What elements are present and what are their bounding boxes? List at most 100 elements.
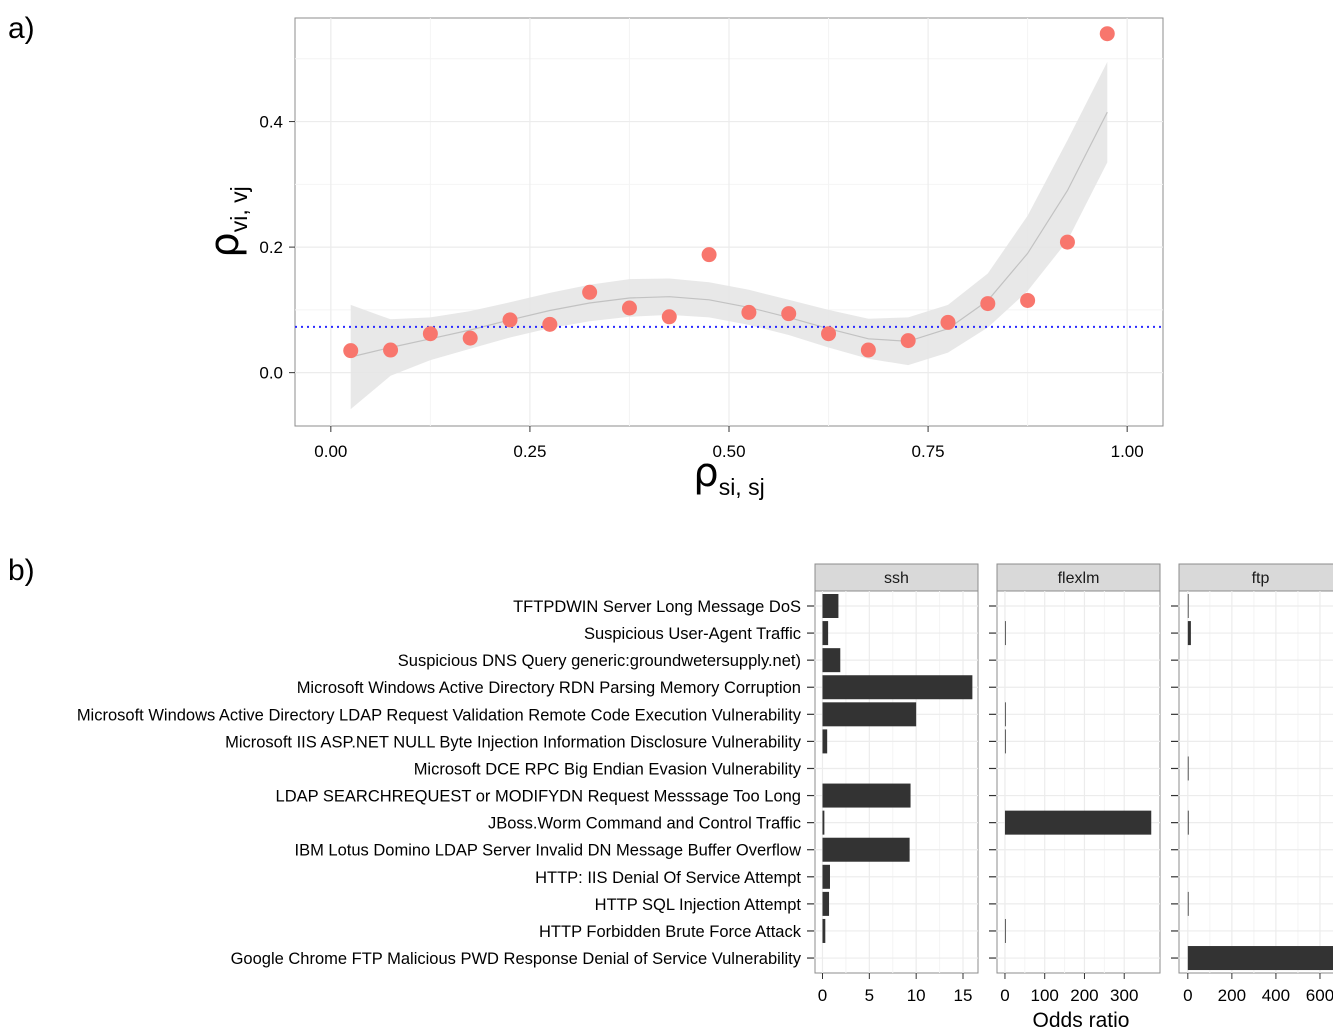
- bar: [1187, 946, 1333, 971]
- scatter-point: [621, 300, 637, 316]
- facet-panel: [996, 590, 1161, 974]
- x-tick-label: 200: [1070, 986, 1098, 1005]
- panel-a-label: a): [8, 12, 35, 45]
- scatter-point: [1059, 234, 1075, 250]
- category-label: JBoss.Worm Command and Control Traffic: [488, 815, 801, 833]
- y-axis-subscript: vi, vj: [226, 186, 252, 232]
- x-axis-subscript: si, sj: [719, 474, 765, 500]
- category-label: IBM Lotus Domino LDAP Server Invalid DN …: [294, 842, 801, 860]
- category-label: Suspicious DNS Query generic:groundweter…: [398, 652, 801, 670]
- bar: [822, 675, 973, 700]
- facet-flexlm: flexlm 0 100 200 300: [989, 563, 1161, 1005]
- category-label: Google Chrome FTP Malicious PWD Response…: [231, 950, 802, 968]
- bar: [1004, 918, 1006, 943]
- bar-category-labels: TFTPDWIN Server Long Message DoS Suspicio…: [77, 598, 814, 968]
- bar-chart: TFTPDWIN Server Long Message DoS Suspicio…: [77, 563, 1333, 1031]
- category-label: Microsoft IIS ASP.NET NULL Byte Injectio…: [225, 733, 802, 751]
- scatter-point: [860, 342, 876, 358]
- bar: [822, 594, 839, 618]
- panel-b-label: b): [8, 554, 35, 587]
- bar: [822, 891, 830, 916]
- x-tick-label: 300: [1110, 986, 1138, 1005]
- bar: [822, 648, 841, 673]
- facet-strip-label: ftp: [1252, 570, 1270, 587]
- x-tick-label: 0.25: [513, 442, 546, 461]
- scatter-x-ticks: 0.00 0.25 0.50 0.75 1.00: [314, 426, 1144, 461]
- scatter-point: [462, 330, 478, 346]
- x-tick-label: 0.00: [314, 442, 347, 461]
- scatter-point: [900, 333, 916, 349]
- facet-panel: [1178, 590, 1333, 974]
- scatter-point: [980, 296, 996, 312]
- x-tick-label: 100: [1031, 986, 1059, 1005]
- facet-strip: [814, 563, 979, 592]
- scatter-point: [741, 304, 757, 320]
- facet-strip-label: flexlm: [1058, 570, 1100, 587]
- x-tick-label: 10: [907, 986, 926, 1005]
- scatter-point: [701, 247, 717, 263]
- scatter-x-axis-title: ρsi, sj: [693, 450, 764, 500]
- bar: [822, 729, 828, 754]
- bar: [1004, 729, 1006, 754]
- y-tick-label: 0.0: [259, 364, 283, 383]
- category-label: HTTP SQL Injection Attempt: [595, 896, 802, 914]
- x-tick-label: 200: [1218, 986, 1246, 1005]
- scatter-point: [661, 309, 677, 325]
- category-label: HTTP: IIS Denial Of Service Attempt: [535, 869, 801, 887]
- x-tick-label: 0: [818, 986, 827, 1005]
- bar: [822, 918, 826, 943]
- x-tick-label: 0.75: [912, 442, 945, 461]
- scatter-point: [781, 306, 797, 322]
- y-tick-label: 0.2: [259, 238, 283, 257]
- scatter-point: [343, 343, 359, 359]
- scatter-point: [383, 342, 399, 358]
- x-tick-label: 15: [954, 986, 973, 1005]
- x-tick-label: 400: [1262, 986, 1290, 1005]
- facet-ssh: ssh 0 5 10 15: [814, 563, 979, 1005]
- scatter-y-axis-title: ρvi, vj: [202, 186, 252, 257]
- facet-strip-label: ssh: [884, 570, 909, 587]
- scatter-point: [1020, 292, 1036, 308]
- bar: [1004, 702, 1006, 727]
- bar: [1187, 810, 1189, 835]
- bar: [822, 837, 910, 862]
- scatter-point: [940, 314, 956, 330]
- scatter-point: [821, 326, 837, 342]
- bar: [1187, 594, 1189, 618]
- category-label: Suspicious User-Agent Traffic: [584, 625, 801, 643]
- scatter-point: [502, 312, 518, 328]
- scatter-y-ticks: 0.0 0.2 0.4: [259, 113, 295, 383]
- category-label: Microsoft Windows Active Directory LDAP …: [77, 706, 802, 724]
- x-tick-label: 0: [1000, 986, 1009, 1005]
- bar-facets: ssh 0 5 10 15 flexlm 0 100 200 300 ftp 0 200 400 600: [814, 563, 1333, 1005]
- category-label: Microsoft Windows Active Directory RDN P…: [297, 679, 801, 697]
- bar: [822, 783, 911, 808]
- x-axis-symbol: ρ: [693, 450, 718, 496]
- x-tick-label: 1.00: [1111, 442, 1144, 461]
- category-label: LDAP SEARCHREQUEST or MODIFYDN Request M…: [276, 788, 801, 806]
- bar: [1004, 621, 1006, 646]
- smooth-confidence-band: [350, 61, 1108, 410]
- scatter-chart: 0.00 0.25 0.50 0.75 1.00 0.00.20.4 ρsi, sj ρ…: [202, 17, 1164, 500]
- facet-strip: [1178, 563, 1333, 592]
- scatter-points: [343, 26, 1115, 359]
- bar: [1187, 891, 1189, 916]
- x-tick-label: 0: [1183, 986, 1192, 1005]
- scatter-point: [542, 316, 558, 332]
- x-tick-label: 600: [1306, 986, 1333, 1005]
- bar: [822, 621, 829, 646]
- bar: [822, 864, 830, 889]
- bar: [1004, 810, 1152, 835]
- bar: [822, 810, 825, 835]
- bar: [1187, 621, 1191, 646]
- facet-ftp: ftp 0 200 400 600: [1171, 563, 1333, 1005]
- scatter-point: [422, 326, 438, 342]
- scatter-point: [1099, 26, 1115, 42]
- scatter-point: [582, 284, 598, 300]
- category-label: TFTPDWIN Server Long Message DoS: [513, 598, 801, 616]
- category-label: HTTP Forbidden Brute Force Attack: [539, 923, 802, 941]
- y-axis-symbol: ρ: [202, 232, 248, 257]
- x-tick-label: 0.50: [712, 442, 745, 461]
- bar-x-axis-title: Odds ratio: [1033, 1009, 1130, 1031]
